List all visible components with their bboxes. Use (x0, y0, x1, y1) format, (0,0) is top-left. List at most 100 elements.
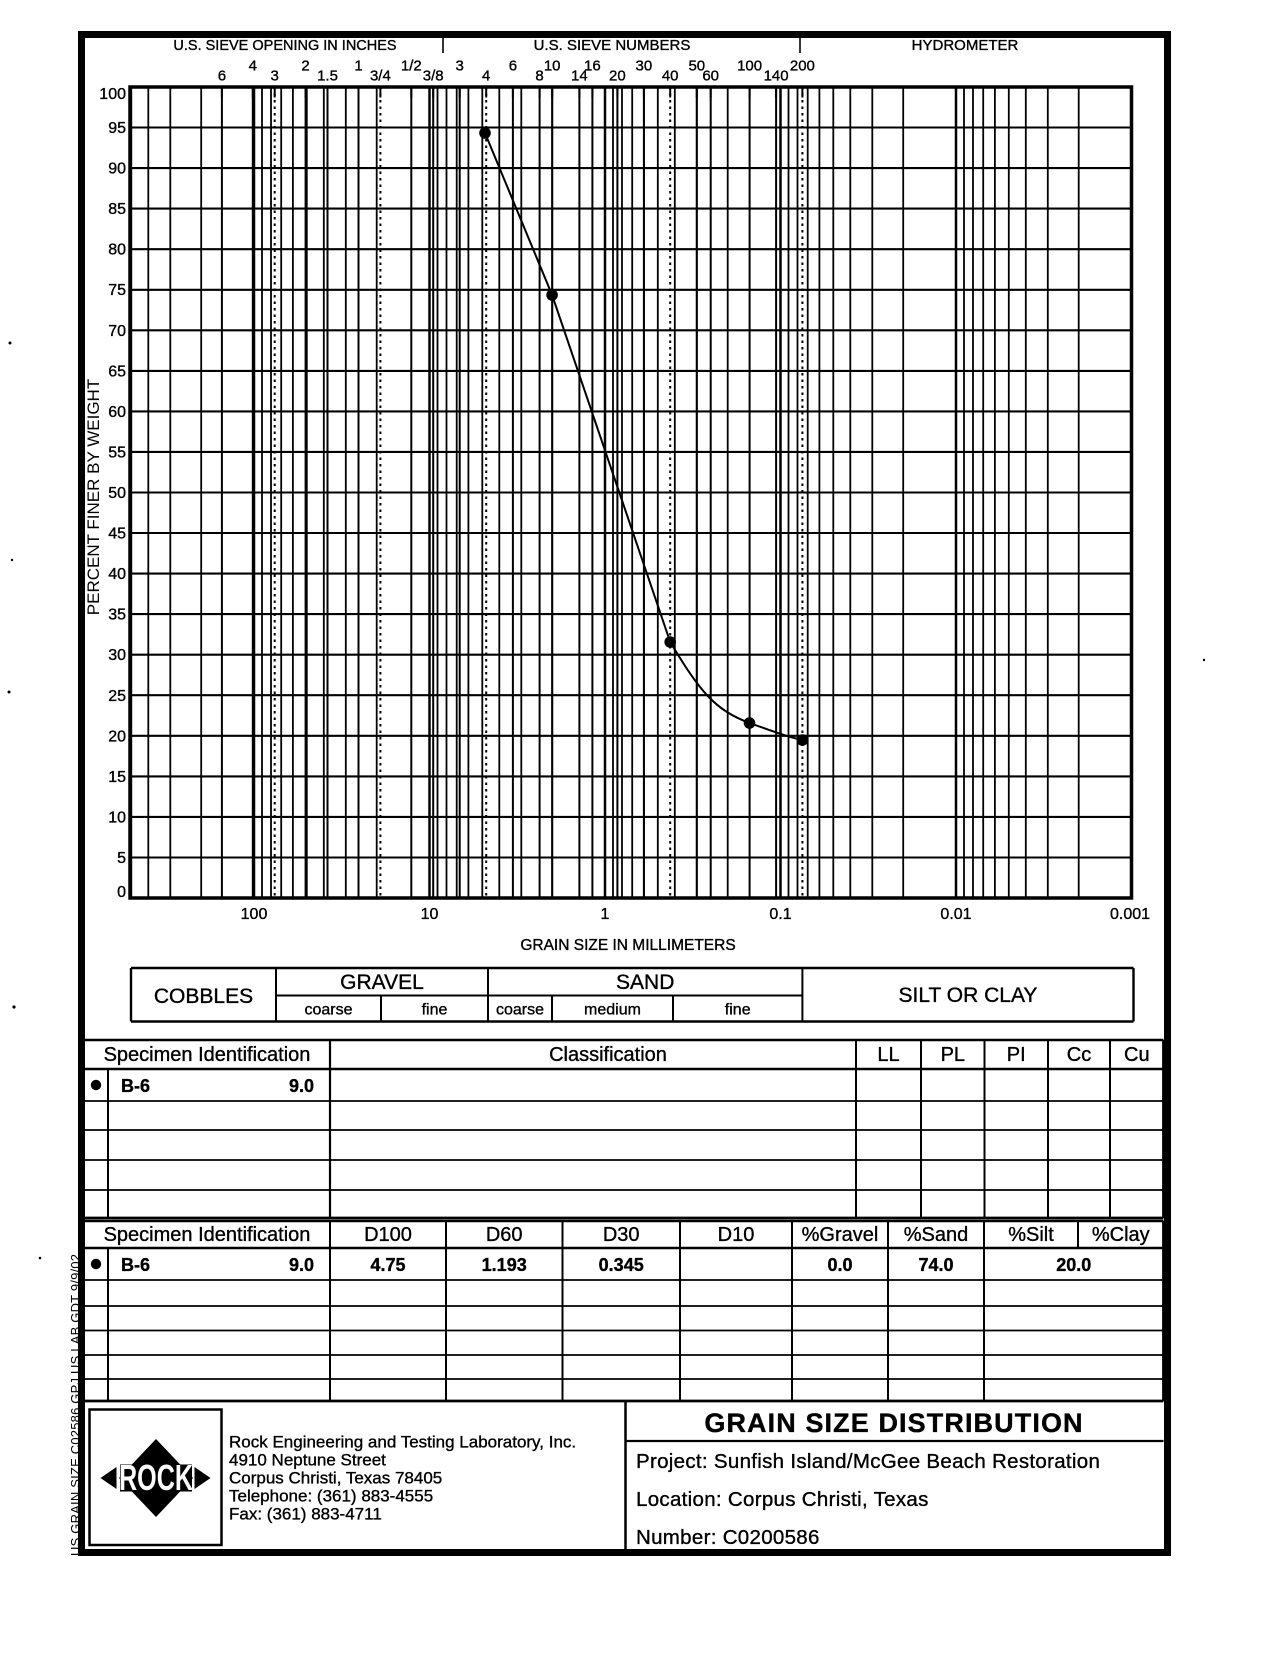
svg-text:4910 Neptune Street: 4910 Neptune Street (229, 1451, 386, 1470)
svg-text:%Gravel: %Gravel (802, 1224, 879, 1246)
svg-text:Rock Engineering and Testing L: Rock Engineering and Testing Laboratory,… (229, 1433, 576, 1452)
svg-text:60: 60 (108, 404, 126, 421)
svg-text:65: 65 (108, 363, 126, 380)
svg-text:Telephone: (361) 883-4555: Telephone: (361) 883-4555 (229, 1486, 433, 1505)
svg-text:80: 80 (108, 242, 126, 259)
svg-text:%Sand: %Sand (904, 1224, 969, 1246)
svg-text:SAND: SAND (616, 971, 674, 994)
svg-text:20: 20 (108, 728, 126, 745)
svg-text:3/8: 3/8 (423, 68, 444, 85)
svg-text:coarse: coarse (496, 1002, 544, 1019)
svg-text:GRAVEL: GRAVEL (340, 971, 424, 994)
svg-text:8: 8 (535, 68, 543, 85)
svg-text:10: 10 (108, 809, 126, 826)
svg-text:6: 6 (509, 58, 517, 75)
svg-text:25: 25 (108, 688, 126, 705)
svg-text:0.1: 0.1 (769, 906, 791, 923)
svg-text:9.0: 9.0 (289, 1076, 314, 1096)
svg-text:40: 40 (662, 68, 679, 85)
svg-text:Cu: Cu (1124, 1044, 1150, 1066)
svg-text:U.S. SIEVE NUMBERS: U.S. SIEVE NUMBERS (534, 37, 691, 54)
svg-text:ROCK: ROCK (119, 1457, 193, 1498)
svg-text:Project: Sunfish Island/McGee: Project: Sunfish Island/McGee Beach Rest… (636, 1450, 1100, 1473)
svg-text:Specimen Identification: Specimen Identification (104, 1224, 311, 1246)
svg-text:20.0: 20.0 (1056, 1255, 1091, 1275)
svg-text:1: 1 (354, 58, 362, 75)
svg-text:1.5: 1.5 (317, 68, 338, 85)
svg-text:50: 50 (688, 58, 705, 75)
svg-text:74.0: 74.0 (918, 1255, 953, 1275)
svg-text:200: 200 (790, 58, 815, 75)
svg-text:PERCENT FINER BY WEIGHT: PERCENT FINER BY WEIGHT (84, 379, 103, 615)
svg-text:LL: LL (877, 1044, 899, 1066)
svg-text:0.345: 0.345 (599, 1255, 644, 1275)
svg-text:GRAIN SIZE DISTRIBUTION: GRAIN SIZE DISTRIBUTION (704, 1408, 1083, 1438)
svg-text:45: 45 (108, 526, 126, 543)
svg-text:COBBLES: COBBLES (154, 985, 253, 1008)
svg-text:0.01: 0.01 (940, 906, 971, 923)
svg-text:Location: Corpus Christi, Tex: Location: Corpus Christi, Texas (636, 1488, 929, 1511)
svg-text:30: 30 (108, 647, 126, 664)
svg-text:0.0: 0.0 (827, 1255, 852, 1275)
svg-text:Classification: Classification (549, 1044, 667, 1066)
svg-text:Fax: (361) 883-4711: Fax: (361) 883-4711 (229, 1504, 382, 1523)
svg-text:D100: D100 (364, 1224, 412, 1246)
svg-text:14: 14 (571, 68, 588, 85)
svg-text:SILT OR CLAY: SILT OR CLAY (899, 984, 1038, 1007)
svg-text:55: 55 (108, 444, 126, 461)
svg-text:US GRAIN SIZE C02586.GPJ US: US GRAIN SIZE C02586.GPJ US LAB.GDT 9/9/… (68, 1254, 83, 1556)
svg-text:10: 10 (421, 906, 439, 923)
svg-text:GRAIN SIZE IN MILLIMETERS: GRAIN SIZE IN MILLIMETERS (520, 937, 735, 954)
svg-text:30: 30 (636, 58, 653, 75)
svg-text:D60: D60 (486, 1224, 523, 1246)
svg-text:Corpus Christi, Texas 78405: Corpus Christi, Texas 78405 (229, 1468, 442, 1487)
svg-text:16: 16 (584, 58, 601, 75)
svg-text:0: 0 (117, 884, 126, 901)
svg-text:4: 4 (482, 68, 490, 85)
svg-text:90: 90 (108, 161, 126, 178)
svg-text:Number: C0200586: Number: C0200586 (636, 1526, 820, 1549)
svg-text:4: 4 (249, 58, 257, 75)
svg-text:50: 50 (108, 485, 126, 502)
svg-text:85: 85 (108, 201, 126, 218)
svg-text:9.0: 9.0 (289, 1255, 314, 1275)
svg-text:%Silt: %Silt (1008, 1224, 1054, 1246)
svg-text:3/4: 3/4 (370, 68, 391, 85)
svg-text:20: 20 (609, 68, 626, 85)
svg-text:40: 40 (108, 566, 126, 583)
svg-text:coarse: coarse (304, 1002, 352, 1019)
svg-text:5: 5 (117, 850, 126, 867)
svg-text:1/2: 1/2 (401, 58, 422, 75)
svg-text:PL: PL (941, 1044, 965, 1066)
svg-text:Specimen Identification: Specimen Identification (104, 1044, 311, 1066)
svg-text:%Clay: %Clay (1092, 1224, 1150, 1246)
svg-text:75: 75 (108, 282, 126, 299)
svg-text:3: 3 (271, 68, 279, 85)
svg-text:2: 2 (301, 58, 309, 75)
svg-text:medium: medium (584, 1002, 641, 1019)
svg-text:15: 15 (108, 769, 126, 786)
svg-text:HYDROMETER: HYDROMETER (912, 37, 1019, 54)
svg-text:Cc: Cc (1067, 1044, 1091, 1066)
svg-text:60: 60 (702, 68, 719, 85)
svg-text:100: 100 (737, 58, 762, 75)
svg-text:fine: fine (422, 1002, 448, 1019)
svg-text:140: 140 (764, 68, 789, 85)
svg-text:10: 10 (544, 58, 561, 75)
svg-text:D30: D30 (603, 1224, 640, 1246)
svg-text:B-6: B-6 (121, 1255, 150, 1275)
svg-text:4.75: 4.75 (370, 1255, 405, 1275)
svg-text:fine: fine (725, 1002, 751, 1019)
svg-text:0.001: 0.001 (1110, 906, 1150, 923)
svg-text:PI: PI (1007, 1044, 1026, 1066)
svg-text:1: 1 (601, 906, 610, 923)
svg-text:100: 100 (99, 86, 126, 103)
svg-text:B-6: B-6 (121, 1076, 150, 1096)
svg-text:35: 35 (108, 607, 126, 624)
svg-text:95: 95 (108, 120, 126, 137)
svg-text:1.193: 1.193 (482, 1255, 527, 1275)
svg-text:6: 6 (218, 68, 226, 85)
svg-text:100: 100 (241, 906, 268, 923)
svg-text:U.S. SIEVE OPENING IN INCHES: U.S. SIEVE OPENING IN INCHES (173, 38, 396, 54)
svg-text:3: 3 (456, 58, 464, 75)
